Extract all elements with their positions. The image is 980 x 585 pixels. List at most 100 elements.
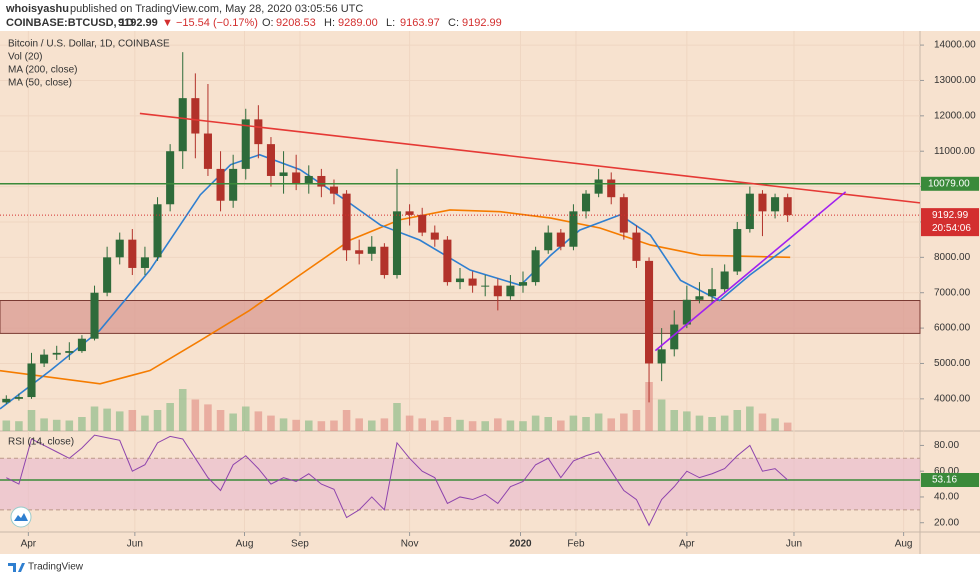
y-tick-label: 40.00 — [934, 492, 959, 503]
x-tick-label: Jun — [127, 539, 143, 550]
volume-bar — [153, 410, 162, 431]
rsi-line — [6, 434, 789, 527]
volume-bar — [368, 420, 376, 431]
logo-badge[interactable] — [10, 506, 32, 528]
last-price-label: 9192.99 — [932, 210, 969, 221]
rsi-title: RSI (14, close) — [8, 437, 74, 448]
volume-bar — [758, 413, 767, 431]
candle-body — [342, 193, 351, 251]
ohlc-value: 9163.97 — [400, 17, 440, 29]
candle-body — [544, 232, 553, 251]
candle-body — [2, 398, 11, 403]
volume-bar — [657, 399, 666, 431]
x-tick-label: Sep — [291, 539, 309, 550]
candle-body — [430, 232, 439, 240]
candle-body — [468, 278, 477, 286]
volume-bar — [40, 418, 48, 431]
y-tick-label: 5000.00 — [934, 358, 971, 369]
volume-bar — [746, 406, 754, 431]
volume-bar — [443, 417, 452, 431]
moving-average — [0, 153, 791, 410]
volume-bar — [90, 406, 99, 431]
candle-body — [493, 285, 502, 297]
candle-body — [481, 285, 490, 287]
change: ▼ −15.54 (−0.17%) — [162, 17, 258, 29]
y-tick-label: 8000.00 — [934, 252, 971, 263]
candle-body — [695, 296, 704, 300]
x-tick-label: Apr — [679, 539, 695, 550]
volume-bar — [783, 422, 792, 431]
candle-body — [153, 204, 162, 258]
y-tick-label: 20.00 — [934, 517, 959, 528]
volume-bar — [141, 415, 149, 431]
legend-entry: MA (200, close) — [8, 65, 77, 76]
candle-body — [317, 175, 326, 187]
last-price-tag — [921, 208, 979, 237]
volume-bar — [506, 420, 515, 431]
x-tick-label: Aug — [895, 539, 913, 550]
candle-body — [52, 352, 61, 355]
candle-body — [241, 119, 250, 169]
candle-body — [380, 246, 389, 276]
candle-body — [745, 193, 754, 230]
ohlc-value: 9208.53 — [276, 17, 316, 29]
volume-bar — [115, 411, 124, 431]
candle-body — [128, 239, 137, 268]
brand: TradingView — [28, 562, 84, 573]
candle-body — [733, 229, 742, 272]
volume-bar — [620, 413, 628, 431]
candle-body — [506, 285, 515, 297]
trend-line — [654, 191, 847, 352]
ohlc-label: C: — [448, 17, 459, 29]
candle-body — [115, 239, 124, 258]
author[interactable]: whoisyashu — [5, 3, 69, 15]
candle-body — [191, 98, 200, 134]
candle-body — [77, 338, 86, 352]
y-tick-label: 4000.00 — [934, 393, 971, 404]
volume-bar — [355, 418, 363, 431]
volume-bar — [607, 418, 616, 431]
volume-bar — [771, 418, 779, 431]
candle-body — [783, 197, 792, 216]
volume-bar — [103, 408, 111, 431]
y-tick-label: 14000.00 — [934, 40, 976, 51]
y-tick-label: 13000.00 — [934, 75, 976, 86]
ohlc: O: 9208.53 H: 9289.00 L: 9163.97 C: 9192.99 — [262, 17, 502, 29]
ohlc-label: O: — [262, 17, 274, 29]
y-tick-label: 7000.00 — [934, 287, 971, 298]
volume-bar — [720, 415, 729, 431]
volume-bar — [267, 415, 275, 431]
volume-bar — [216, 410, 225, 431]
candle-body — [418, 214, 427, 233]
volume-bar — [708, 417, 716, 431]
volume-bar — [531, 415, 540, 431]
volume-bar — [229, 413, 237, 431]
volume-bar — [342, 410, 351, 431]
volume-bar — [733, 410, 742, 431]
volume-bar — [241, 406, 250, 431]
candle-body — [40, 354, 49, 364]
candle-body — [392, 211, 402, 276]
brand-icon — [8, 563, 25, 572]
volume-bar — [405, 415, 414, 431]
volume-bar — [695, 415, 704, 431]
volume-bar — [317, 421, 326, 431]
candle-body — [304, 175, 313, 184]
volume-bar — [65, 420, 74, 431]
volume-bar — [380, 418, 389, 431]
candle-body — [178, 98, 187, 152]
candle-body — [367, 246, 376, 254]
candle-body — [720, 271, 729, 290]
candle-body — [771, 197, 780, 212]
volume-bar — [292, 419, 300, 431]
volume-bar — [254, 411, 263, 431]
candle-body — [90, 292, 99, 339]
legend-entry: MA (50, close) — [8, 78, 72, 89]
candle-body — [569, 211, 578, 247]
candle-body — [14, 397, 23, 399]
support-zone — [0, 299, 921, 334]
volume-bar — [2, 420, 11, 431]
candle-body — [682, 299, 691, 325]
